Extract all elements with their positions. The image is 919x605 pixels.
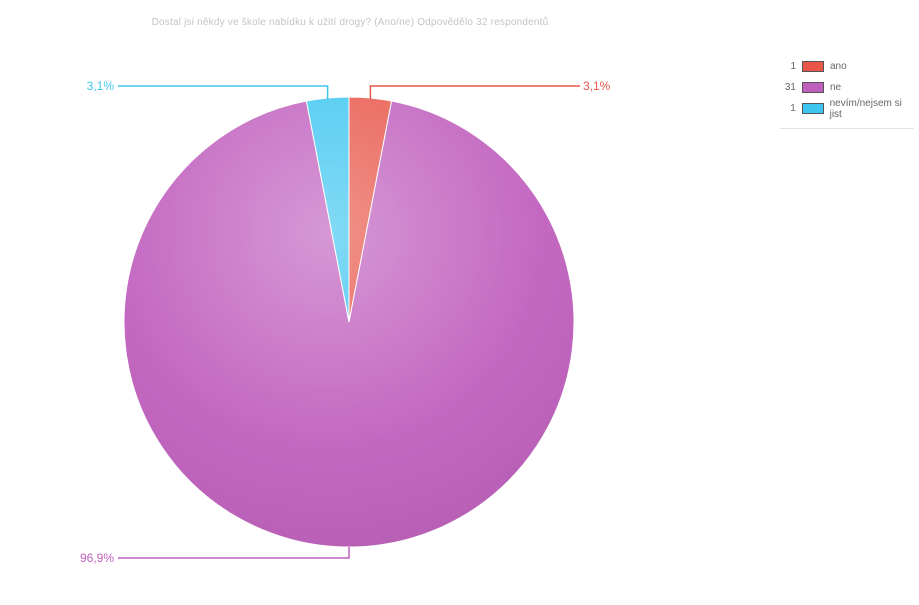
legend-label: ne <box>830 82 842 93</box>
legend-swatch-ne <box>802 82 824 93</box>
legend-item-ano: 1 ano <box>776 56 916 77</box>
pie-shine <box>124 97 574 547</box>
legend-item-ne: 31 ne <box>776 77 916 98</box>
legend-item-nevim: 1 nevím/nejsem si jist <box>776 97 916 120</box>
chart-title: Dostal jsi někdy ve škole nabídku k užit… <box>151 17 549 28</box>
leader-line-0 <box>369 85 580 99</box>
legend-divider <box>780 128 914 129</box>
chart-legend: 1 ano 31 ne 1 nevím/nejsem si jist <box>776 56 916 129</box>
legend-count: 31 <box>784 82 796 93</box>
data-label-2: 3,1% <box>87 79 115 93</box>
leader-line-1 <box>118 547 350 559</box>
legend-swatch-ano <box>802 61 824 72</box>
legend-label: nevím/nejsem si jist <box>829 97 902 120</box>
legend-count: 1 <box>790 103 796 114</box>
data-label-1: 96,9% <box>80 551 114 565</box>
legend-swatch-nevim <box>801 103 824 114</box>
data-label-0: 3,1% <box>583 79 611 93</box>
legend-count: 1 <box>790 61 796 72</box>
legend-label: ano <box>830 61 847 72</box>
leader-line-2 <box>118 85 329 99</box>
